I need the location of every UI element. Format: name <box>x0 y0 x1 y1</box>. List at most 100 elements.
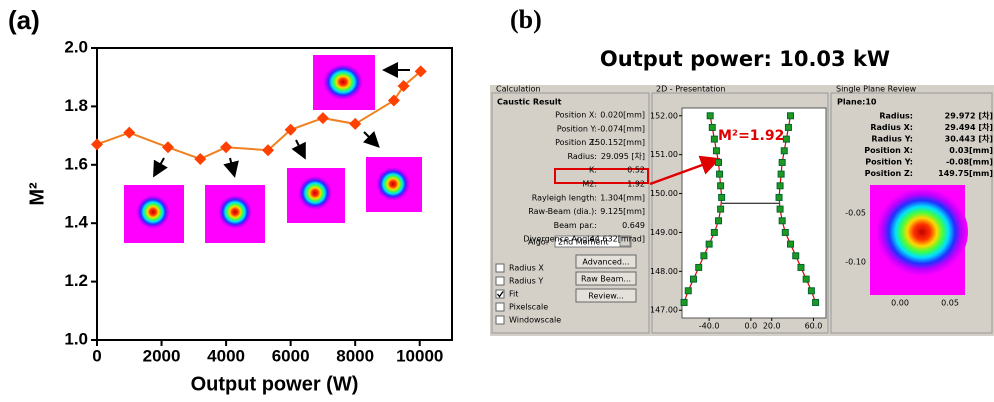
data-point <box>813 299 819 305</box>
x-axis-label: Output power (W) <box>191 373 359 395</box>
y-axis-label: M² <box>26 182 48 206</box>
x-tick-label: 60.0 <box>805 322 823 331</box>
data-point <box>718 206 724 212</box>
data-point <box>808 288 814 294</box>
checkbox[interactable] <box>496 316 504 324</box>
field-label: Position Z: <box>865 169 913 178</box>
data-point <box>711 136 717 142</box>
data-point <box>707 113 713 119</box>
data-point <box>711 229 717 235</box>
field-value: 0.03[mm] <box>949 146 993 155</box>
data-point <box>779 159 785 165</box>
data-point <box>162 141 174 153</box>
figure: (a) 02000400060008000100001.01.21.41.61.… <box>0 0 994 402</box>
data-point <box>706 241 712 247</box>
data-point <box>713 148 719 154</box>
algo-label: Algo: <box>528 238 548 247</box>
data-point <box>681 299 687 305</box>
checkbox[interactable] <box>496 303 504 311</box>
field-value: 29.972 [차] <box>945 111 993 121</box>
field-label: Position X: <box>864 146 913 155</box>
x-tick-label: 0 <box>92 346 101 365</box>
beam <box>136 195 170 229</box>
data-point <box>781 148 787 154</box>
algo-value[interactable]: 2nd Moment <box>558 238 609 247</box>
field-label: Raw-Beam (dia.): <box>528 207 597 216</box>
field-value: -0.074[mm] <box>597 124 645 133</box>
y-tick-label: 151.00 <box>650 150 678 159</box>
data-point <box>717 171 723 177</box>
data-point <box>716 159 722 165</box>
data-point <box>776 194 782 200</box>
field-label: Radius: <box>567 152 597 161</box>
x-tick-label: 6000 <box>272 346 310 365</box>
data-point <box>388 95 400 107</box>
y-tick-label: 147.00 <box>650 306 678 315</box>
y-tick-label: 2.0 <box>64 37 88 56</box>
checkbox[interactable] <box>496 264 504 272</box>
x-tick-label: 0.0 <box>745 322 758 331</box>
y-tick-label: 1.4 <box>64 213 88 232</box>
data-point <box>194 153 206 165</box>
x-tick-label: 8000 <box>336 346 374 365</box>
field-label: Radius X: <box>870 123 913 132</box>
field-label: Position Y: <box>557 124 597 133</box>
data-point <box>685 288 691 294</box>
field-label: Beam par.: <box>554 221 597 230</box>
field-value: 29.095 [차] <box>601 152 645 161</box>
image-y-label: -0.10 <box>845 258 866 267</box>
field-label: Position X: <box>555 111 597 120</box>
data-point <box>798 264 804 270</box>
panel-title: Single Plane Review <box>836 85 917 94</box>
field-label: K: <box>589 166 597 175</box>
data-point <box>317 112 329 124</box>
field-value: 150.152[mm] <box>590 138 645 147</box>
button-label[interactable]: Review... <box>588 292 623 301</box>
data-point <box>777 206 783 212</box>
data-point <box>788 113 794 119</box>
field-value: 29.494 [차] <box>945 122 993 132</box>
panel-b: (b) Output power: 10.03 kW 2D - Presenta… <box>490 5 994 336</box>
x-tick-label: 10000 <box>396 346 443 365</box>
image-x-label: 0.05 <box>941 299 959 308</box>
arrow <box>296 140 304 156</box>
data-point <box>696 264 702 270</box>
field-value: 30.443 [차] <box>945 134 993 144</box>
checkbox[interactable] <box>496 277 504 285</box>
arrow <box>230 158 234 174</box>
field-value: 0.52 <box>627 166 645 175</box>
x-tick-label: 20.0 <box>763 322 781 331</box>
arrow <box>364 132 377 145</box>
panel-label: (b) <box>510 5 542 34</box>
beam <box>376 167 410 201</box>
data-point <box>701 253 707 259</box>
beam <box>298 176 332 210</box>
beam <box>323 64 363 100</box>
image-y-label: -0.05 <box>845 209 866 218</box>
y-tick-label: 150.00 <box>650 189 678 198</box>
field-label: M2: <box>582 180 597 189</box>
field-value: 0.020[mm] <box>600 111 645 120</box>
x-tick-label: 2000 <box>143 346 181 365</box>
button-label[interactable]: Advanced... <box>582 258 629 267</box>
section-title: Caustic Result <box>497 98 562 107</box>
data-point <box>690 276 696 282</box>
chart-title: 2D - Presentation <box>656 85 725 94</box>
data-point <box>782 229 788 235</box>
data-point <box>803 276 809 282</box>
button-label[interactable]: Raw Beam... <box>581 275 631 284</box>
field-value: 1.92 <box>627 180 645 189</box>
data-point <box>220 141 232 153</box>
field-value: 0.649 <box>622 221 645 230</box>
field-label: Radius Y: <box>871 135 913 144</box>
data-point <box>123 127 135 139</box>
checkbox-label: Radius X <box>509 264 544 273</box>
data-point <box>778 171 784 177</box>
image-x-label: 0.00 <box>891 299 909 308</box>
beam <box>876 188 968 276</box>
field-value: 1.304[mm] <box>600 193 645 202</box>
data-point <box>91 138 103 150</box>
y-tick-label: 152.00 <box>650 111 678 120</box>
panel-title: Calculation <box>496 85 541 94</box>
x-tick-label: -40.0 <box>699 322 720 331</box>
